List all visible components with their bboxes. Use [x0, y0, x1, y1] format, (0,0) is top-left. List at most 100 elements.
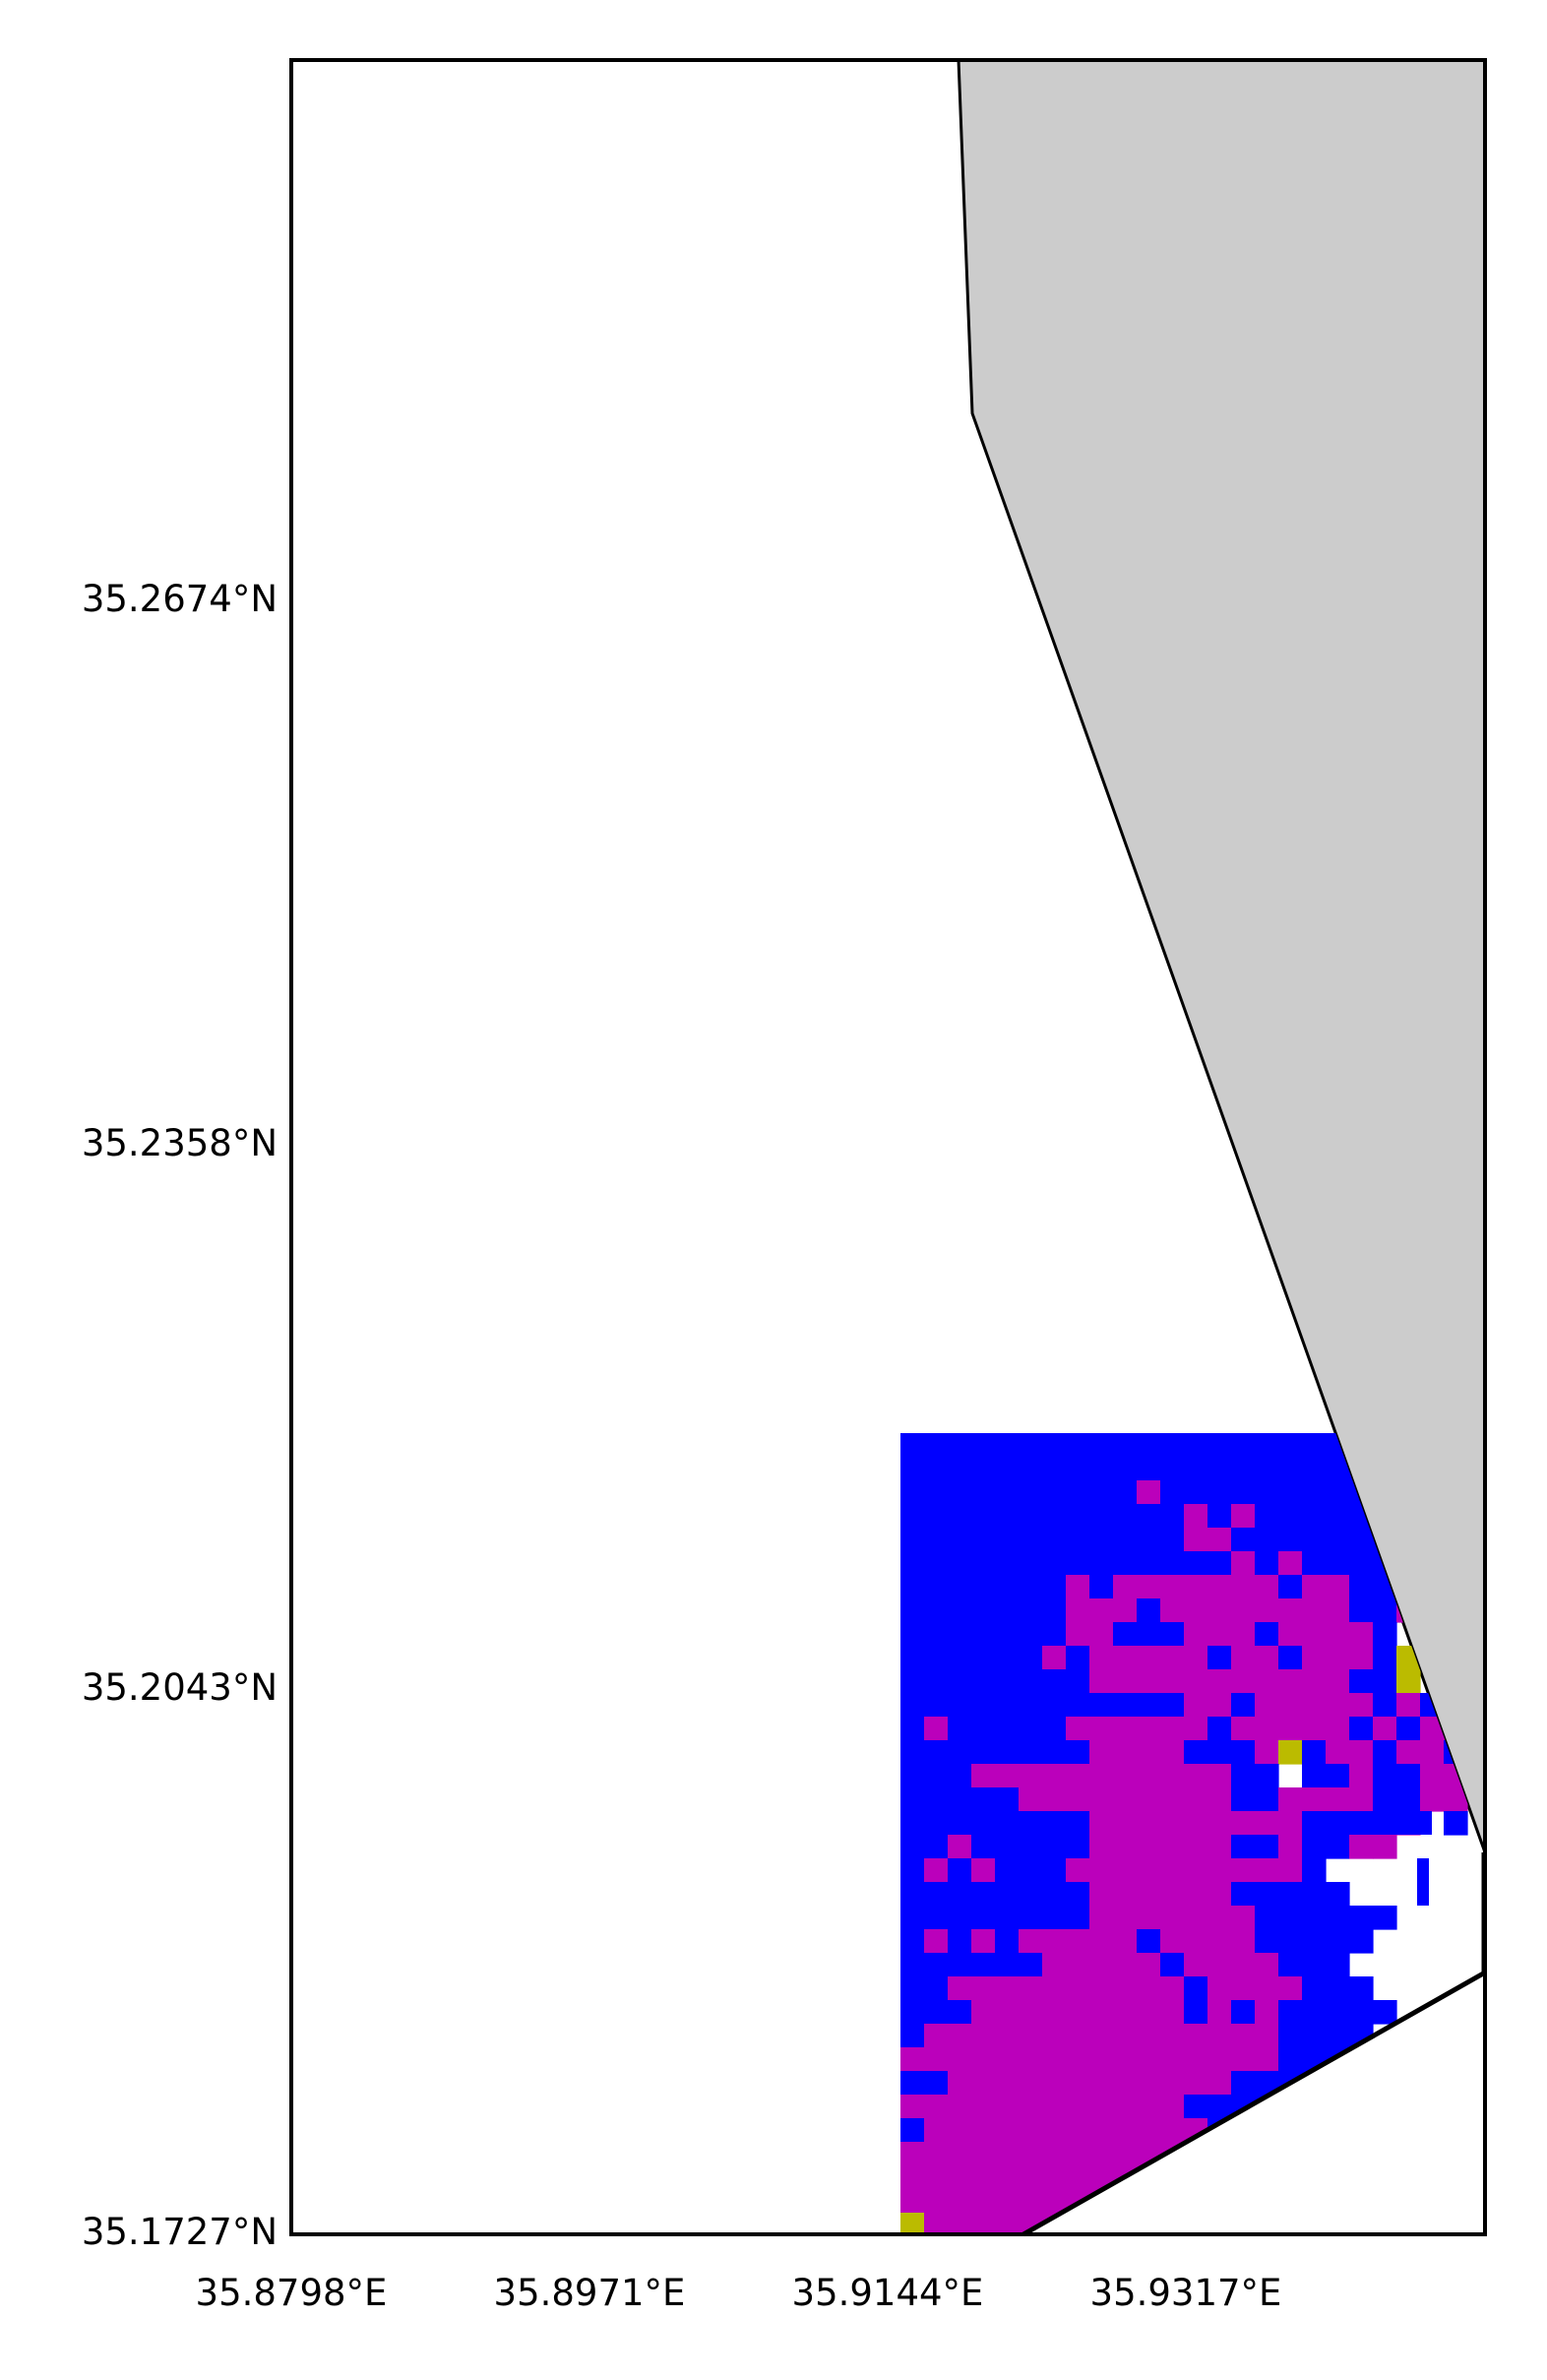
raster-cell-blue [900, 1976, 925, 2001]
raster-cell-magenta [1184, 1598, 1208, 1623]
raster-cell-magenta [1137, 1906, 1161, 1930]
raster-cell-blue [1326, 1882, 1350, 1907]
raster-cell-blue [1231, 1433, 1256, 1458]
raster-cell-blue [1089, 1480, 1114, 1505]
raster-cell-magenta [948, 1835, 972, 1859]
raster-cell-blue [1137, 1504, 1161, 1529]
raster-cell-blue [1207, 1457, 1232, 1481]
raster-cell-blue [900, 1764, 925, 1788]
raster-cell-blue [1113, 1480, 1138, 1505]
raster-cell-magenta [1231, 1646, 1256, 1670]
raster-cell-blue [1231, 1740, 1256, 1765]
raster-cell-magenta [1184, 2047, 1208, 2072]
raster-cell-blue [900, 1929, 925, 1954]
raster-cell-magenta [1113, 2095, 1138, 2119]
raster-cell-magenta [1113, 2000, 1138, 2025]
raster-cell-magenta [1066, 1858, 1090, 1883]
raster-cell-magenta [1089, 1622, 1114, 1647]
raster-cell-magenta [1160, 1882, 1185, 1907]
raster-cell-blue [1066, 1693, 1090, 1718]
raster-cell-magenta [971, 2142, 996, 2166]
raster-cell-blue [1113, 1693, 1138, 1718]
raster-cell-blue [995, 1622, 1020, 1647]
raster-cell-magenta [924, 1717, 949, 1741]
raster-cell-blue [1042, 1669, 1067, 1694]
raster-cell-blue [1373, 1787, 1397, 1812]
raster-cell-blue [1042, 1858, 1067, 1883]
raster-cell-blue [1326, 1528, 1350, 1552]
raster-cell-blue [971, 1740, 996, 1765]
raster-cell-blue [1089, 1504, 1114, 1529]
raster-cell-magenta [1137, 1740, 1161, 1765]
raster-cell-magenta [1420, 1764, 1445, 1788]
raster-cell-magenta [1207, 2071, 1232, 2096]
raster-cell-blue [1066, 1740, 1090, 1765]
raster-cell-magenta [1113, 1811, 1138, 1836]
raster-cell-blue [1491, 1717, 1516, 1741]
raster-cell-blue [924, 1646, 949, 1670]
raster-cell-magenta [1231, 1575, 1256, 1599]
raster-cell-blue [1207, 2095, 1232, 2119]
raster-cell-blue [900, 1504, 925, 1529]
raster-cell-blue [1349, 1575, 1374, 1599]
raster-cell-magenta [1066, 1575, 1090, 1599]
raster-cell-magenta [971, 1929, 996, 1954]
raster-cell-blue [1089, 1693, 1114, 1718]
raster-cell-magenta [1066, 2142, 1090, 2166]
raster-cell-blue [1255, 1929, 1279, 1954]
raster-cell-magenta [1089, 1764, 1114, 1788]
raster-cell-magenta [995, 2165, 1020, 2190]
raster-cell-blue [1113, 1622, 1138, 1647]
raster-cell-blue [1373, 1598, 1397, 1623]
raster-cell-blue [1302, 1835, 1327, 1859]
raster-cell-magenta [948, 2189, 972, 2214]
raster-cell-magenta [1089, 1811, 1114, 1836]
raster-cell-blue [1349, 1717, 1374, 1741]
raster-cell-blue [1396, 1717, 1421, 1741]
raster-cell-magenta [1255, 2047, 1279, 2072]
raster-cell-magenta [1349, 1764, 1374, 1788]
raster-cell-magenta [1255, 1811, 1279, 1836]
raster-cell-magenta [1278, 1551, 1303, 1576]
raster-cell-blue [900, 1906, 925, 1930]
raster-cell-magenta [1019, 2189, 1043, 2214]
raster-cell-blue [1066, 1480, 1090, 1505]
raster-cell-blue [1160, 1551, 1185, 1576]
raster-cell-magenta [1137, 1811, 1161, 1836]
raster-cell-magenta [1326, 1598, 1350, 1623]
raster-cell-magenta [1089, 2095, 1114, 2119]
raster-cell-blue [971, 1551, 996, 1576]
raster-cell-magenta [1019, 2142, 1043, 2166]
raster-cell-magenta [1089, 2047, 1114, 2072]
raster-cell-blue [1042, 1882, 1067, 1907]
raster-cell-magenta [1396, 1693, 1421, 1718]
raster-cell-magenta [1042, 2000, 1067, 2025]
raster-cell-blue [924, 1598, 949, 1623]
raster-cell-blue [1019, 1717, 1043, 1741]
raster-cell-blue [924, 1669, 949, 1694]
raster-cell-magenta [1231, 1929, 1256, 1954]
raster-cell-magenta [1160, 1740, 1185, 1765]
raster-cell-magenta [1184, 2024, 1208, 2048]
raster-cell-magenta [1113, 2118, 1138, 2143]
raster-cell-blue [1349, 1976, 1374, 2001]
raster-cell-blue [995, 1858, 1020, 1883]
raster-cell-magenta [1207, 1528, 1232, 1552]
raster-cell-blue [924, 1787, 949, 1812]
raster-cell-blue [1042, 2307, 1067, 2332]
raster-cell-magenta [1184, 1693, 1208, 1718]
raster-cell-blue [1255, 1551, 1279, 1576]
raster-cell-magenta [971, 2236, 996, 2261]
raster-cell-magenta [1207, 1906, 1232, 1930]
raster-cell-blue [971, 1693, 996, 1718]
raster-cell-magenta [1019, 2284, 1043, 2308]
raster-cell-blue [1278, 2024, 1303, 2048]
raster-cell-magenta [924, 2165, 949, 2190]
raster-cell-magenta [1042, 2047, 1067, 2072]
x-tick-label: 35.8971°E [494, 2272, 686, 2314]
raster-cell-magenta [1113, 1787, 1138, 1812]
raster-cell-blue [900, 1598, 925, 1623]
raster-cell-magenta [1207, 1787, 1232, 1812]
raster-cell-blue [1137, 1929, 1161, 1954]
raster-cell-magenta [1019, 2024, 1043, 2048]
